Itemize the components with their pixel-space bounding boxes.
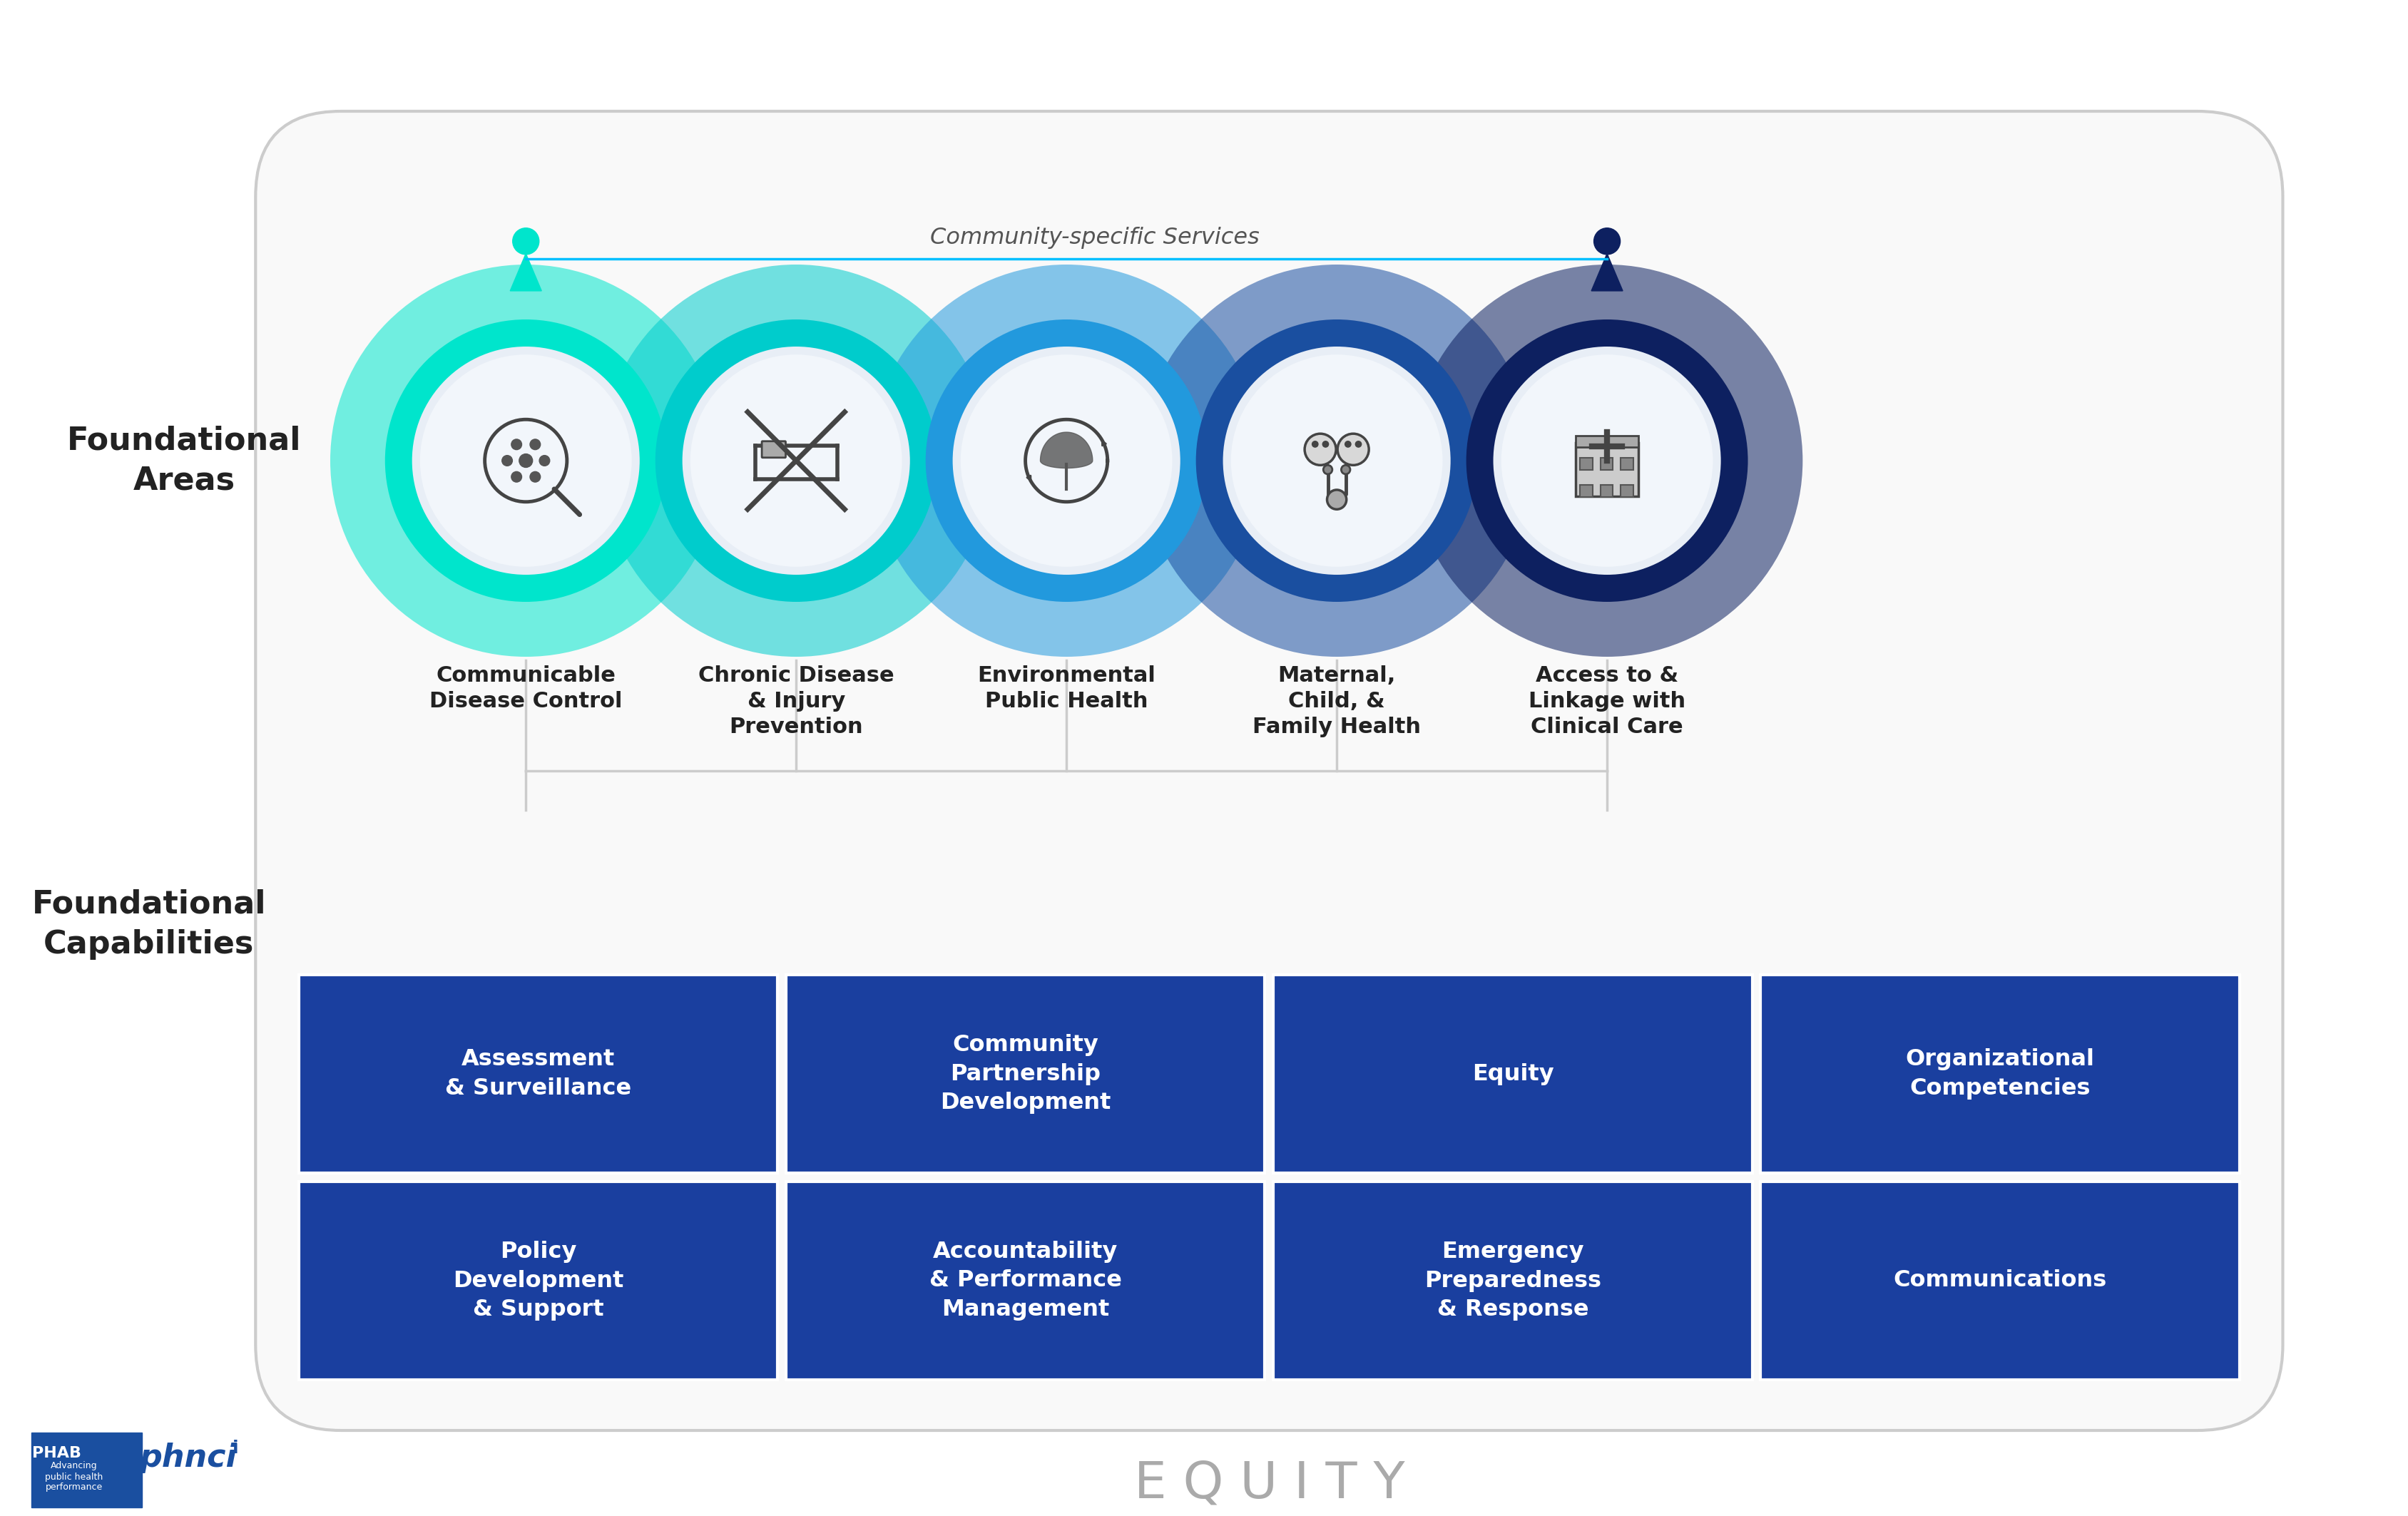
Circle shape: [385, 320, 667, 602]
Circle shape: [1411, 265, 1804, 656]
FancyBboxPatch shape: [1580, 485, 1592, 497]
Circle shape: [961, 355, 1173, 567]
Text: Environmental
Public Health: Environmental Public Health: [978, 666, 1156, 711]
Circle shape: [513, 227, 539, 255]
Circle shape: [419, 355, 631, 567]
Circle shape: [1493, 347, 1722, 575]
Circle shape: [1327, 490, 1346, 509]
Circle shape: [1594, 227, 1621, 255]
Circle shape: [510, 440, 523, 450]
Text: Community
Partnership
Development: Community Partnership Development: [939, 1034, 1110, 1114]
FancyBboxPatch shape: [255, 111, 2283, 1431]
Text: Communicable
Disease Control: Communicable Disease Control: [429, 666, 621, 711]
Circle shape: [1305, 434, 1336, 465]
Circle shape: [501, 455, 513, 465]
Circle shape: [691, 355, 903, 567]
FancyBboxPatch shape: [1760, 1181, 2239, 1380]
Text: Community-specific Services: Community-specific Services: [929, 227, 1259, 249]
Text: Accountability
& Performance
Management: Accountability & Performance Management: [929, 1240, 1122, 1320]
Text: Chronic Disease
& Injury
Prevention: Chronic Disease & Injury Prevention: [698, 666, 893, 737]
FancyBboxPatch shape: [299, 975, 778, 1173]
Text: Foundational
Areas: Foundational Areas: [67, 424, 301, 496]
Text: i: i: [234, 1440, 238, 1457]
FancyBboxPatch shape: [1274, 975, 1753, 1173]
FancyBboxPatch shape: [1575, 437, 1637, 447]
Text: Access to &
Linkage with
Clinical Care: Access to & Linkage with Clinical Care: [1529, 666, 1686, 737]
FancyBboxPatch shape: [1601, 458, 1613, 470]
Circle shape: [1312, 441, 1317, 447]
Circle shape: [539, 455, 549, 465]
Circle shape: [872, 265, 1262, 656]
Text: Policy
Development
& Support: Policy Development & Support: [453, 1240, 624, 1320]
FancyBboxPatch shape: [1621, 485, 1633, 497]
Circle shape: [530, 440, 539, 450]
Text: Maternal,
Child, &
Family Health: Maternal, Child, & Family Health: [1252, 666, 1421, 737]
Text: Foundational
Capabilities: Foundational Capabilities: [31, 888, 265, 960]
FancyBboxPatch shape: [31, 1433, 142, 1507]
Circle shape: [1336, 434, 1368, 465]
Circle shape: [655, 320, 937, 602]
Circle shape: [1322, 441, 1329, 447]
FancyBboxPatch shape: [1274, 1181, 1753, 1380]
Polygon shape: [510, 253, 542, 291]
Circle shape: [1356, 441, 1361, 447]
FancyBboxPatch shape: [1575, 443, 1637, 497]
Circle shape: [510, 471, 523, 482]
Polygon shape: [1592, 253, 1623, 291]
Circle shape: [1230, 355, 1442, 567]
Circle shape: [1324, 465, 1332, 475]
Circle shape: [1500, 355, 1712, 567]
Circle shape: [600, 265, 992, 656]
Text: Advancing
public health
performance: Advancing public health performance: [46, 1461, 104, 1492]
Text: Communications: Communications: [1893, 1269, 2107, 1292]
FancyBboxPatch shape: [1580, 458, 1592, 470]
FancyBboxPatch shape: [1601, 485, 1613, 497]
Circle shape: [330, 265, 722, 656]
FancyBboxPatch shape: [785, 975, 1264, 1173]
Circle shape: [412, 347, 641, 575]
Text: PHAB: PHAB: [31, 1446, 82, 1460]
FancyBboxPatch shape: [785, 1181, 1264, 1380]
FancyBboxPatch shape: [1621, 458, 1633, 470]
Text: Equity: Equity: [1471, 1063, 1553, 1085]
Text: E Q U I T Y: E Q U I T Y: [1134, 1460, 1404, 1508]
FancyBboxPatch shape: [1760, 975, 2239, 1173]
Circle shape: [530, 471, 539, 482]
Polygon shape: [1040, 432, 1093, 468]
Text: Organizational
Competencies: Organizational Competencies: [1905, 1049, 2095, 1099]
Circle shape: [954, 347, 1180, 575]
Circle shape: [520, 453, 532, 467]
Circle shape: [925, 320, 1206, 602]
Circle shape: [681, 347, 910, 575]
Text: Emergency
Preparedness
& Response: Emergency Preparedness & Response: [1426, 1240, 1601, 1320]
FancyBboxPatch shape: [299, 1181, 778, 1380]
Circle shape: [1466, 320, 1748, 602]
Circle shape: [1141, 265, 1531, 656]
Circle shape: [1341, 465, 1351, 475]
Circle shape: [1346, 441, 1351, 447]
Circle shape: [1197, 320, 1479, 602]
Text: Assessment
& Surveillance: Assessment & Surveillance: [445, 1049, 631, 1099]
Text: phnci: phnci: [140, 1442, 236, 1474]
FancyBboxPatch shape: [761, 441, 785, 458]
Circle shape: [1223, 347, 1450, 575]
